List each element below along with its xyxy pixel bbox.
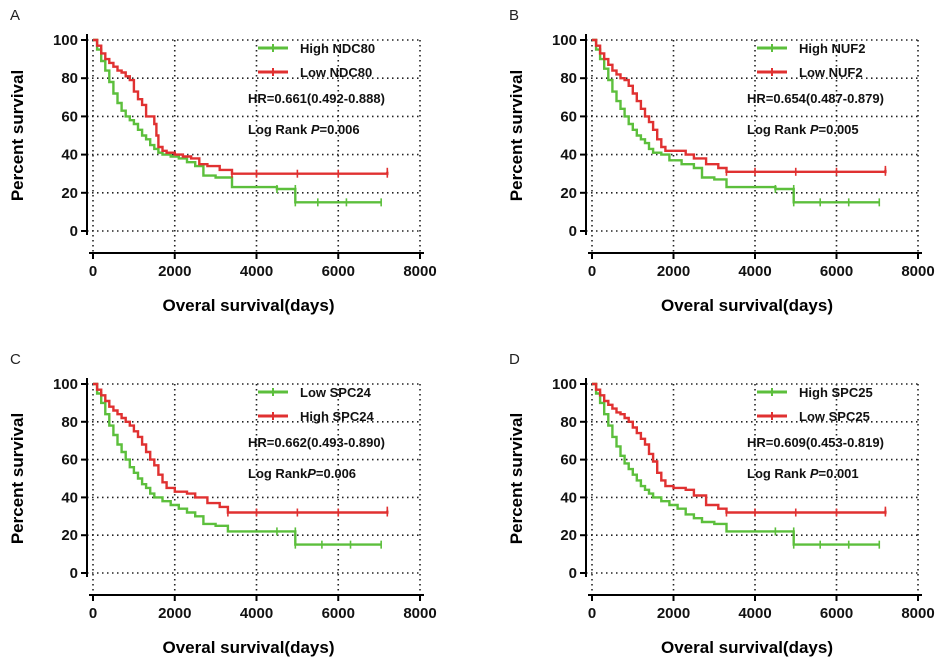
panel-label: C <box>10 351 21 368</box>
y-tick-label: 20 <box>61 527 78 544</box>
y-tick-label: 80 <box>61 414 78 431</box>
panel-c: C 0 20 40 60 80 100 0 2000 4000 6000 8000 Overal sur… <box>8 351 437 657</box>
x-tick-label: 0 <box>588 263 596 280</box>
x-tick-label: 6000 <box>322 263 355 280</box>
y-tick-label: 0 <box>569 223 577 240</box>
x-tick-label: 8000 <box>403 605 436 622</box>
y-axis-title: Percent survival <box>8 413 27 544</box>
series-line-green <box>592 38 880 204</box>
x-tick-label: 0 <box>588 605 596 622</box>
x-tick-label: 4000 <box>738 605 771 622</box>
series-line-green <box>93 382 382 546</box>
legend-entry: Low NUF2 <box>799 65 863 80</box>
log-rank-p: P <box>810 122 819 137</box>
x-tick-label: 6000 <box>820 605 853 622</box>
x-tick-label: 2000 <box>158 263 191 280</box>
x-tick-label: 8000 <box>901 605 934 622</box>
panel-d: D 0 20 40 60 80 100 0 2000 4000 6000 8000 Overal sur… <box>507 351 935 657</box>
y-tick-label: 40 <box>61 489 78 506</box>
x-axis-title: Overal survival(days) <box>661 296 833 315</box>
y-tick-label: 20 <box>61 185 78 202</box>
panel-label: A <box>10 7 20 24</box>
x-axis-title: Overal survival(days) <box>163 296 335 315</box>
y-tick-label: 40 <box>560 147 577 164</box>
log-rank-value: =0.005 <box>819 122 859 137</box>
panel-label: D <box>509 351 520 368</box>
x-axis-title: Overal survival(days) <box>661 638 833 657</box>
log-rank-annotation: Log Rank P=0.006 <box>248 122 360 137</box>
x-tick-label: 4000 <box>240 263 273 280</box>
x-tick-label: 0 <box>89 605 97 622</box>
log-rank-p: P <box>810 466 819 481</box>
log-rank-annotation: Log RankP=0.006 <box>248 466 356 481</box>
x-tick-label: 8000 <box>403 263 436 280</box>
legend-entry: Low SPC24 <box>300 385 372 400</box>
y-tick-label: 0 <box>70 565 78 582</box>
y-axis-title: Percent survival <box>8 70 27 201</box>
y-axis-title: Percent survival <box>507 70 526 201</box>
legend-entry: High SPC25 <box>799 385 873 400</box>
x-tick-label: 2000 <box>158 605 191 622</box>
series-line-green <box>93 38 382 204</box>
series-line-red <box>93 38 389 175</box>
x-axis-title: Overal survival(days) <box>163 638 335 657</box>
log-rank-p: P <box>311 122 320 137</box>
panel-a: A 0 20 40 60 80 100 0 2000 4000 6000 8000 Overal sur… <box>8 7 437 315</box>
series-line-red <box>93 382 389 514</box>
hazard-ratio-annotation: HR=0.654(0.487-0.879) <box>747 91 884 106</box>
y-tick-label: 60 <box>560 452 577 469</box>
x-tick-label: 4000 <box>240 605 273 622</box>
x-tick-label: 6000 <box>322 605 355 622</box>
panel-b: B 0 20 40 60 80 100 0 2000 4000 6000 8000 Overal sur… <box>507 7 935 315</box>
log-rank-p: P <box>307 466 316 481</box>
x-tick-label: 6000 <box>820 263 853 280</box>
log-rank-annotation: Log Rank P=0.001 <box>747 466 859 481</box>
log-rank-annotation: Log Rank P=0.005 <box>747 122 859 137</box>
y-tick-label: 60 <box>61 108 78 125</box>
y-tick-label: 40 <box>560 489 577 506</box>
y-tick-label: 100 <box>552 32 577 49</box>
y-tick-label: 40 <box>61 147 78 164</box>
y-tick-label: 20 <box>560 185 577 202</box>
log-rank-prefix: Log Rank <box>747 466 810 481</box>
log-rank-prefix: Log Rank <box>747 122 810 137</box>
x-tick-label: 2000 <box>657 605 690 622</box>
panel-label: B <box>509 7 519 24</box>
y-tick-label: 60 <box>560 108 577 125</box>
legend-entry: High SPC24 <box>300 409 374 424</box>
log-rank-prefix: Log Rank <box>248 122 311 137</box>
y-tick-label: 100 <box>552 376 577 393</box>
y-tick-label: 0 <box>569 565 577 582</box>
series-line-red <box>592 38 887 173</box>
y-tick-label: 100 <box>53 376 78 393</box>
hazard-ratio-annotation: HR=0.662(0.493-0.890) <box>248 435 385 450</box>
legend-entry: High NDC80 <box>300 41 375 56</box>
y-tick-label: 20 <box>560 527 577 544</box>
y-tick-label: 0 <box>70 223 78 240</box>
y-tick-label: 60 <box>61 452 78 469</box>
x-tick-label: 8000 <box>901 263 934 280</box>
y-tick-label: 80 <box>61 70 78 87</box>
hazard-ratio-annotation: HR=0.661(0.492-0.888) <box>248 91 385 106</box>
legend-entry: High NUF2 <box>799 41 865 56</box>
log-rank-value: =0.006 <box>316 466 356 481</box>
log-rank-prefix: Log Rank <box>248 466 308 481</box>
x-tick-label: 0 <box>89 263 97 280</box>
series-line-green <box>592 382 880 546</box>
hazard-ratio-annotation: HR=0.609(0.453-0.819) <box>747 435 884 450</box>
y-tick-label: 80 <box>560 414 577 431</box>
series-line-red <box>592 382 887 514</box>
legend-entry: Low SPC25 <box>799 409 870 424</box>
x-tick-label: 2000 <box>657 263 690 280</box>
x-tick-label: 4000 <box>738 263 771 280</box>
y-tick-label: 80 <box>560 70 577 87</box>
log-rank-value: =0.006 <box>320 122 360 137</box>
legend-entry: Low NDC80 <box>300 65 372 80</box>
y-tick-label: 100 <box>53 32 78 49</box>
y-axis-title: Percent survival <box>507 413 526 544</box>
log-rank-value: =0.001 <box>819 466 859 481</box>
